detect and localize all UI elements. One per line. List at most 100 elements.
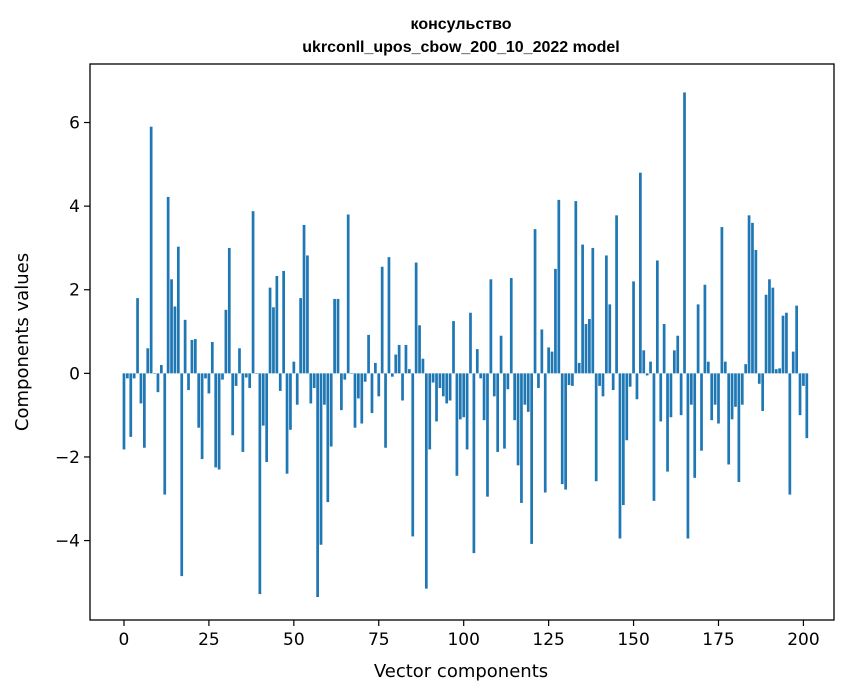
y-tick-label: −4 (55, 532, 80, 552)
bar (407, 369, 411, 374)
bar (452, 321, 455, 374)
bar (197, 373, 201, 428)
bar (530, 373, 533, 544)
bar (798, 373, 802, 416)
bar (713, 373, 717, 405)
bar (672, 350, 676, 374)
bar (295, 373, 299, 405)
bar (380, 266, 384, 374)
bar (255, 373, 258, 374)
bar (448, 373, 452, 401)
chart-title: консульство (411, 16, 512, 33)
bar (156, 373, 160, 393)
bar (244, 373, 248, 378)
bar (411, 373, 415, 537)
bar (129, 373, 133, 437)
bar (326, 373, 330, 503)
bar (659, 373, 663, 422)
bar (251, 211, 255, 374)
bar (441, 373, 445, 397)
bar (377, 373, 381, 397)
bar (509, 278, 513, 374)
bar (751, 222, 754, 374)
bar (479, 373, 483, 379)
bar (404, 344, 408, 374)
bar (662, 324, 666, 374)
bar (397, 344, 401, 374)
bar (723, 361, 727, 374)
bar (312, 373, 316, 388)
bar (445, 373, 449, 404)
x-tick-label: 175 (702, 630, 734, 650)
bar (272, 307, 275, 374)
bar (791, 351, 795, 374)
bar (683, 92, 686, 374)
bar (516, 373, 520, 466)
bar (785, 312, 788, 374)
bar (754, 250, 758, 374)
bar (421, 358, 425, 374)
bar (275, 275, 279, 374)
bar (717, 373, 720, 424)
bar (350, 373, 353, 374)
bar (309, 373, 313, 404)
bar (143, 373, 146, 448)
bar (696, 304, 700, 374)
bar (336, 298, 340, 374)
bar (768, 279, 771, 374)
y-tick-label: −2 (55, 448, 80, 468)
bar (238, 348, 241, 374)
bar (217, 373, 221, 470)
bar (224, 309, 228, 374)
bar (543, 373, 547, 493)
bar (316, 373, 319, 597)
bar (601, 373, 605, 397)
bar (455, 373, 459, 476)
bar (200, 373, 204, 460)
plot-frame (89, 63, 835, 621)
bar (618, 373, 622, 539)
x-tick-label: 25 (198, 630, 220, 650)
bar (435, 373, 438, 422)
bar (744, 364, 748, 374)
bar (693, 373, 697, 478)
bar (506, 373, 510, 390)
bar (581, 244, 584, 374)
bar (771, 287, 775, 374)
bar (513, 373, 517, 421)
y-tick-label: 2 (69, 281, 80, 301)
bar (669, 373, 673, 418)
bar (547, 347, 550, 374)
x-tick-label: 100 (447, 630, 479, 650)
bar (611, 373, 615, 391)
bar (329, 373, 333, 447)
bar (503, 373, 506, 449)
bar (584, 324, 588, 374)
bar (302, 224, 306, 374)
bar (353, 373, 357, 428)
bar (469, 312, 472, 374)
bar (234, 373, 238, 386)
bar (526, 373, 530, 412)
bar (554, 268, 557, 374)
bar (193, 339, 197, 374)
bar (428, 373, 432, 450)
bar (465, 373, 469, 450)
bar (166, 196, 170, 374)
bar (533, 229, 537, 374)
x-axis-label: Vector components (374, 661, 548, 682)
bar (306, 255, 309, 374)
y-axis-label: Components values (12, 253, 33, 431)
bar (394, 354, 398, 374)
bar (622, 373, 625, 506)
bar (414, 262, 418, 374)
bar (357, 373, 360, 399)
x-tick-label: 150 (617, 630, 649, 650)
bar (424, 373, 428, 589)
bar (700, 373, 703, 451)
bar (204, 373, 207, 379)
bar (788, 373, 792, 495)
bar (778, 368, 781, 374)
y-tick-label: 0 (69, 364, 80, 384)
bar (560, 373, 564, 485)
